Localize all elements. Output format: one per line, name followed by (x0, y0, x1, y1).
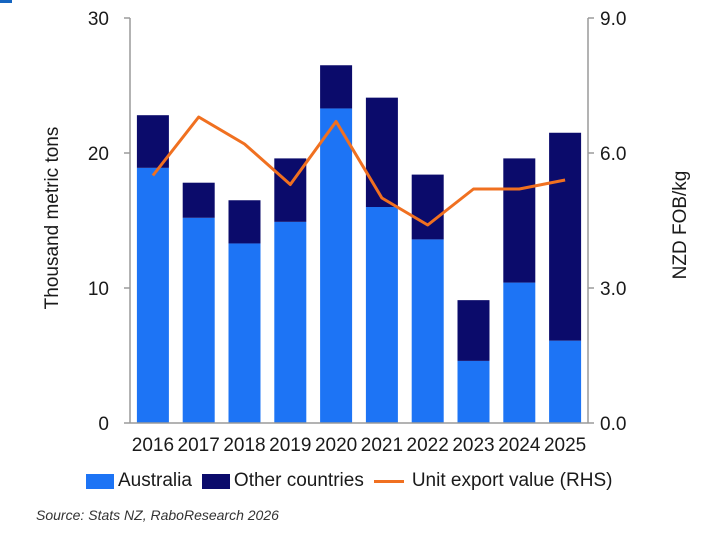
y2-axis-title: NZD FOB/kg (670, 171, 691, 280)
bar-australia-2025 (549, 340, 582, 423)
x-tick-label: 2019 (269, 435, 311, 456)
bar-other-countries-2021 (365, 97, 398, 207)
x-tick-label: 2017 (178, 435, 220, 456)
bar-australia-2024 (503, 282, 536, 423)
legend-item-australia: Australia (86, 470, 192, 492)
y-tick-label: 10 (88, 279, 109, 300)
bar-australia-2023 (457, 360, 490, 423)
bar-other-countries-2025 (549, 132, 582, 341)
bar-australia-2021 (365, 207, 398, 423)
header-accent-bar (0, 0, 12, 3)
y-tick-label: 30 (88, 9, 109, 30)
bar-other-countries-2017 (182, 182, 215, 218)
y2-tick-label: 3.0 (600, 279, 626, 300)
bar-australia-2016 (136, 167, 169, 423)
x-tick-label: 2024 (498, 435, 541, 456)
bar-australia-2019 (274, 221, 307, 423)
bar-australia-2022 (411, 239, 444, 423)
bar-other-countries-2022 (411, 174, 444, 240)
source-note: Source: Stats NZ, RaboResearch 2026 (36, 507, 279, 523)
legend-swatch-other-countries (201, 473, 230, 489)
source-label: Source: (36, 507, 85, 523)
x-tick-label: 2020 (315, 435, 357, 456)
y2-tick-label: 0.0 (600, 414, 626, 435)
x-tick-label: 2016 (132, 435, 174, 456)
legend-item-unit-export-value: Unit export value (RHS) (373, 470, 613, 492)
x-tick-label: 2025 (544, 435, 586, 456)
bars-layer (136, 65, 582, 423)
x-tick-label: 2022 (407, 435, 449, 456)
legend-swatch-unit-export-value (373, 479, 404, 483)
legend-label-unit-export-value: Unit export value (RHS) (411, 470, 613, 491)
y-tick-label: 0 (98, 414, 109, 435)
y-tick-label: 20 (88, 144, 109, 165)
bar-other-countries-2023 (457, 300, 490, 361)
bar-other-countries-2016 (136, 115, 169, 168)
legend-label-australia: Australia (118, 470, 192, 491)
bar-other-countries-2024 (503, 158, 536, 283)
legend: Australia Other countries Unit export va… (86, 470, 622, 492)
bar-australia-2020 (320, 108, 353, 423)
bar-other-countries-2020 (320, 65, 353, 109)
source-text: Stats NZ, RaboResearch 2026 (88, 507, 279, 523)
line-unit-export-value (151, 115, 566, 227)
y2-tick-label: 6.0 (600, 144, 626, 165)
x-tick-label: 2021 (361, 435, 403, 456)
x-tick-label: 2018 (223, 435, 265, 456)
x-tick-label: 2023 (452, 435, 494, 456)
legend-item-other-countries: Other countries (201, 470, 364, 492)
legend-swatch-australia (86, 473, 114, 489)
y-axis-title: Thousand metric tons (42, 127, 63, 310)
y2-tick-label: 9.0 (600, 9, 626, 30)
bar-other-countries-2018 (228, 200, 261, 244)
legend-label-other-countries: Other countries (233, 470, 364, 491)
line-layer (151, 115, 566, 227)
bar-australia-2017 (182, 217, 215, 423)
bar-australia-2018 (228, 243, 261, 423)
